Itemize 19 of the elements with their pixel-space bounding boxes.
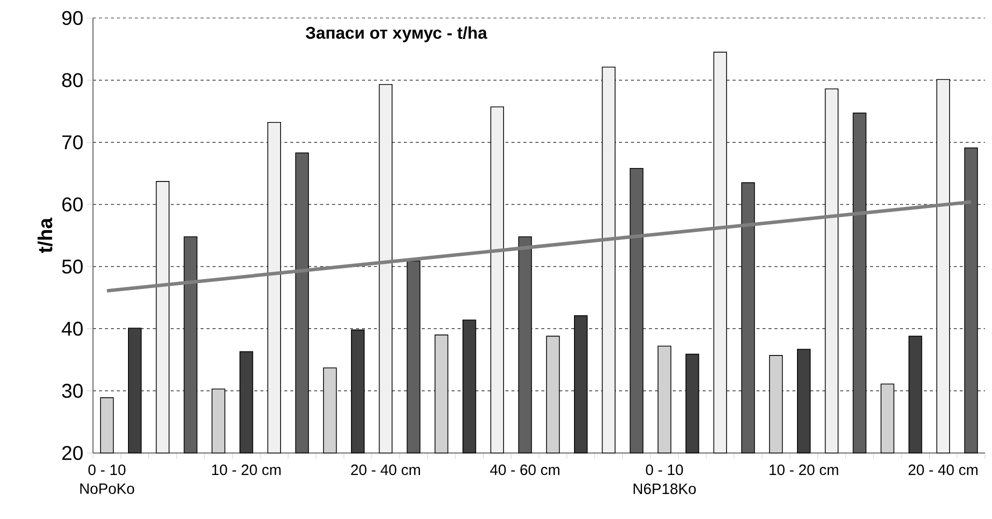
- x-tick-label: 40 - 60 cm: [490, 464, 560, 476]
- y-axis-title: t/ha: [38, 218, 52, 253]
- x-tick-label: 20 - 40 cm: [908, 464, 978, 476]
- y-tick-label: 40: [62, 322, 83, 336]
- y-tick-label: 60: [62, 197, 83, 212]
- y-tick-label: 80: [62, 73, 83, 88]
- y-tick-label: 90: [62, 10, 83, 26]
- y-tick-label: 70: [62, 135, 83, 150]
- y-tick-label: 20: [62, 446, 83, 460]
- x-tick-label: 0 - 10: [88, 464, 126, 476]
- x-tick-label: 10 - 20 cm: [770, 464, 838, 476]
- text: N6P18Ko: [634, 484, 696, 494]
- y-tick-label: 50: [62, 260, 83, 274]
- text: NoPoKo: [80, 484, 134, 494]
- x-tick-label: 10 - 20 cm: [212, 464, 281, 476]
- y-tick-label: 30: [62, 384, 83, 398]
- chart-title: Запаси от хумус - t/ha: [306, 26, 488, 42]
- x-tick-label: 20 - 40 cm: [351, 464, 420, 476]
- x-tick-label: 0 - 10: [646, 464, 683, 476]
